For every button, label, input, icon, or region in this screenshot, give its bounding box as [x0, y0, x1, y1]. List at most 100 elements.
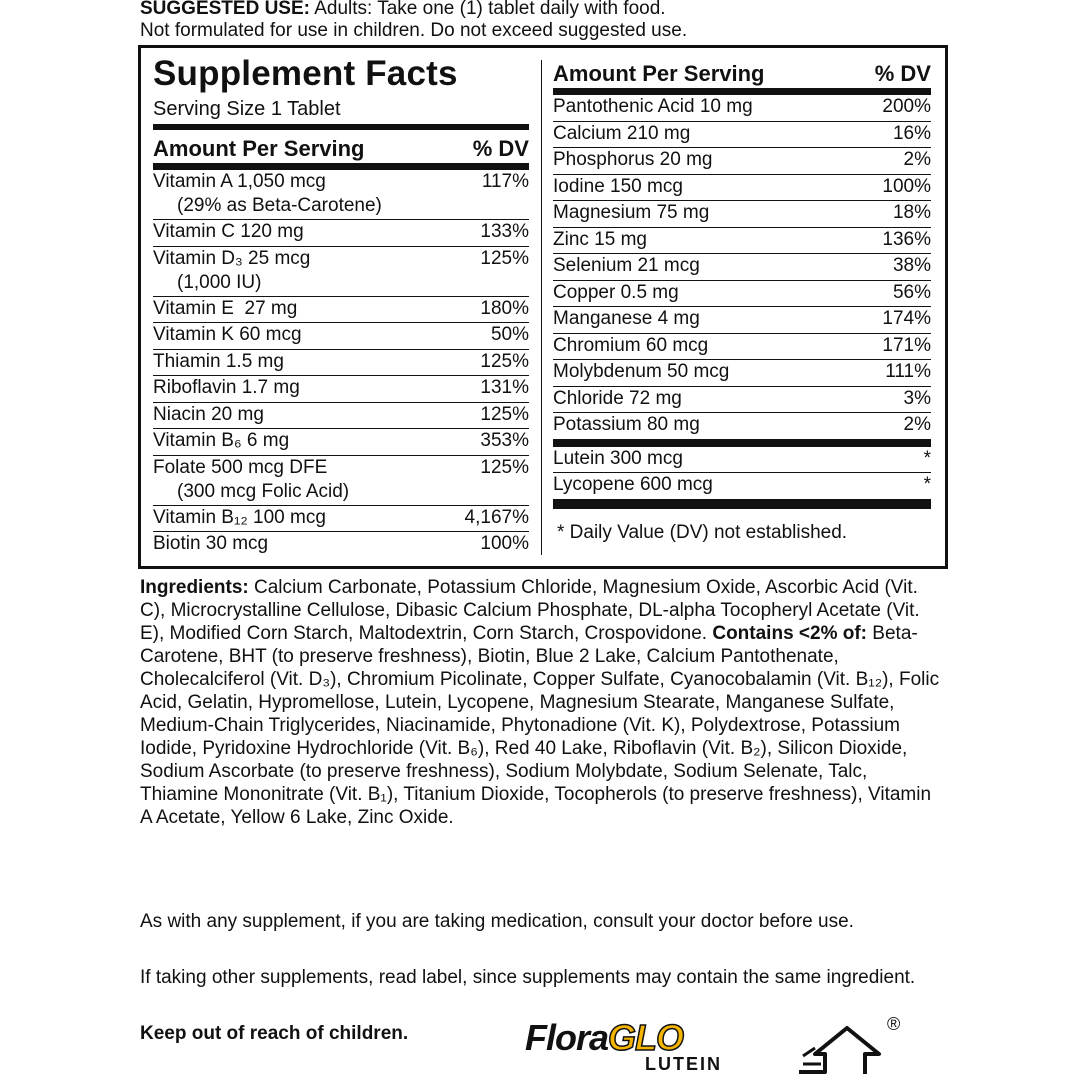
- nutrient-row: Niacin 20 mg 125%: [153, 403, 529, 429]
- daily-value: *: [923, 447, 931, 469]
- ingredients-label: Ingredients:: [140, 577, 249, 598]
- daily-value: 4,167%: [464, 506, 529, 528]
- nutrient-row: Pantothenic Acid 10 mg 200%: [553, 95, 931, 122]
- nutrient-cell: Potassium 80 mg: [553, 413, 700, 439]
- header-amount: Amount Per Serving: [553, 61, 765, 86]
- daily-value: 16%: [892, 122, 931, 144]
- nutrient-row: Lycopene 600 mcg *: [553, 473, 931, 509]
- daily-value: 133%: [480, 221, 529, 242]
- nutrient-cell: Selenium 21 mcg: [553, 254, 700, 280]
- column-header: Amount Per Serving % DV: [553, 60, 931, 95]
- nutrient-name: Vitamin B₆ 6 mg: [153, 430, 290, 451]
- nutrient-name: Lycopene 600 mcg: [553, 474, 713, 495]
- nutrient-name: Folate 500 mcg DFE: [153, 456, 328, 478]
- logo-registered: ®: [887, 1014, 901, 1034]
- daily-value: 38%: [892, 255, 931, 276]
- nutrient-row: Thiamin 1.5 mg 125%: [153, 350, 529, 376]
- nutrient-name: Pantothenic Acid 10 mg: [553, 96, 753, 117]
- nutrient-cell: Lutein 300 mcg: [553, 447, 683, 473]
- nutrient-row: Vitamin B₆ 6 mg 353%: [153, 429, 529, 456]
- logo-brand: Flora: [525, 1017, 609, 1058]
- contains-label: Contains <2% of:: [712, 623, 868, 644]
- nutrient-cell: Molybdenum 50 mcg: [553, 360, 729, 386]
- nutrient-name: Copper 0.5 mg: [553, 281, 679, 303]
- nutrient-cell: Copper 0.5 mg: [553, 281, 679, 307]
- nutrient-row: Chromium 60 mcg 171%: [553, 334, 931, 360]
- suggested-use: SUGGESTED USE: Adults: Take one (1) tabl…: [140, 0, 687, 42]
- daily-value: 180%: [480, 297, 529, 319]
- nutrient-cell: Biotin 30 mcg: [153, 532, 268, 558]
- right-column: Amount Per Serving % DV Pantothenic Acid…: [553, 60, 931, 545]
- nutrient-name: Niacin 20 mg: [153, 403, 264, 425]
- logo-arrow: [799, 1026, 881, 1074]
- daily-value: 125%: [480, 350, 529, 372]
- nutrient-name: Iodine 150 mcg: [553, 175, 683, 197]
- nutrient-row: Folate 500 mcg DFE (300 mcg Folic Acid) 12…: [153, 456, 529, 506]
- nutrient-cell: Vitamin D₃ 25 mcg (1,000 IU): [153, 247, 310, 296]
- nutrient-name: Selenium 21 mcg: [553, 255, 700, 276]
- left-column: Supplement Facts Serving Size 1 Tablet A…: [153, 52, 529, 558]
- nutrient-detail: (29% as Beta-Carotene): [177, 195, 382, 216]
- nutrient-name: Vitamin E 27 mg: [153, 297, 298, 319]
- nutrient-row: Potassium 80 mg 2%: [553, 413, 931, 447]
- nutrient-row: Chloride 72 mg 3%: [553, 387, 931, 413]
- nutrient-name: Thiamin 1.5 mg: [153, 350, 284, 372]
- nutrient-cell: Iodine 150 mcg: [553, 175, 683, 201]
- nutrient-row: Copper 0.5 mg 56%: [553, 281, 931, 307]
- suggested-use-label: SUGGESTED USE:: [140, 0, 310, 19]
- nutrient-detail: (300 mcg Folic Acid): [177, 480, 350, 502]
- nutrient-row: Biotin 30 mcg 100%: [153, 532, 529, 558]
- nutrient-row: Lutein 300 mcg *: [553, 447, 931, 473]
- daily-value: 2%: [903, 414, 931, 435]
- daily-value: 171%: [882, 334, 931, 356]
- nutrient-name: Chloride 72 mg: [553, 387, 682, 409]
- nutrient-cell: Manganese 4 mg: [553, 307, 700, 333]
- nutrient-row: Phosphorus 20 mg 2%: [553, 148, 931, 175]
- daily-value: 50%: [490, 324, 529, 345]
- daily-value: 136%: [882, 228, 931, 250]
- nutrient-row: Calcium 210 mg 16%: [553, 122, 931, 148]
- nutrient-name: Molybdenum 50 mcg: [553, 361, 730, 382]
- floraglo-logo: FloraGLO LUTEIN ®: [525, 1014, 925, 1078]
- ingredients-text: Calcium Carbonate, Potassium Chloride, M…: [140, 577, 920, 644]
- nutrient-cell: Vitamin B₆ 6 mg: [153, 429, 289, 455]
- nutrient-row: Molybdenum 50 mcg 111%: [553, 360, 931, 387]
- nutrient-row: Selenium 21 mcg 38%: [553, 254, 931, 281]
- daily-value: 353%: [480, 430, 529, 451]
- header-amount: Amount Per Serving: [153, 136, 365, 161]
- nutrient-cell: Chromium 60 mcg: [553, 334, 708, 360]
- daily-value: 2%: [903, 149, 931, 170]
- nutrient-cell: Vitamin K 60 mcg: [153, 323, 302, 349]
- nutrient-row: Magnesium 75 mg 18%: [553, 201, 931, 228]
- daily-value: 100%: [480, 533, 529, 554]
- nutrient-name: Lutein 300 mcg: [553, 447, 683, 469]
- nutrient-name: Vitamin A 1,050 mcg: [153, 171, 326, 192]
- note: If taking other supplements, read label,…: [140, 967, 916, 988]
- nutrient-cell: Magnesium 75 mg: [553, 201, 709, 227]
- nutrient-name: Calcium 210 mg: [553, 122, 691, 144]
- logo-product: LUTEIN: [645, 1054, 722, 1074]
- daily-value: 200%: [882, 96, 931, 117]
- nutrient-cell: Calcium 210 mg: [553, 122, 690, 148]
- nutrient-name: Magnesium 75 mg: [553, 202, 710, 223]
- nutrient-cell: Vitamin B₁₂ 100 mcg: [153, 506, 326, 532]
- serving-size: Serving Size 1 Tablet: [153, 96, 529, 130]
- nutrient-cell: Niacin 20 mg: [153, 403, 264, 429]
- nutrient-name: Vitamin D₃ 25 mcg: [153, 247, 311, 269]
- nutrient-cell: Zinc 15 mg: [553, 228, 647, 254]
- nutrient-cell: Vitamin E 27 mg: [153, 297, 297, 323]
- daily-value: *: [923, 474, 931, 495]
- nutrient-name: Vitamin B₁₂ 100 mcg: [153, 506, 326, 528]
- column-divider: [541, 60, 542, 555]
- nutrient-row: Manganese 4 mg 174%: [553, 307, 931, 334]
- nutrient-name: Manganese 4 mg: [553, 308, 700, 329]
- nutrient-cell: Vitamin A 1,050 mcg (29% as Beta-Carotene…: [153, 170, 382, 219]
- nutrient-row: Vitamin K 60 mcg 50%: [153, 323, 529, 350]
- nutrient-row: Zinc 15 mg 136%: [553, 228, 931, 254]
- logo-mark: GLO: [607, 1017, 685, 1059]
- nutrient-row: Riboflavin 1.7 mg 131%: [153, 376, 529, 403]
- nutrient-row: Vitamin D₃ 25 mcg (1,000 IU) 125%: [153, 247, 529, 297]
- daily-value: 125%: [480, 456, 529, 478]
- ingredients: Ingredients: Calcium Carbonate, Potassiu…: [140, 576, 945, 829]
- nutrient-detail: (1,000 IU): [177, 271, 262, 293]
